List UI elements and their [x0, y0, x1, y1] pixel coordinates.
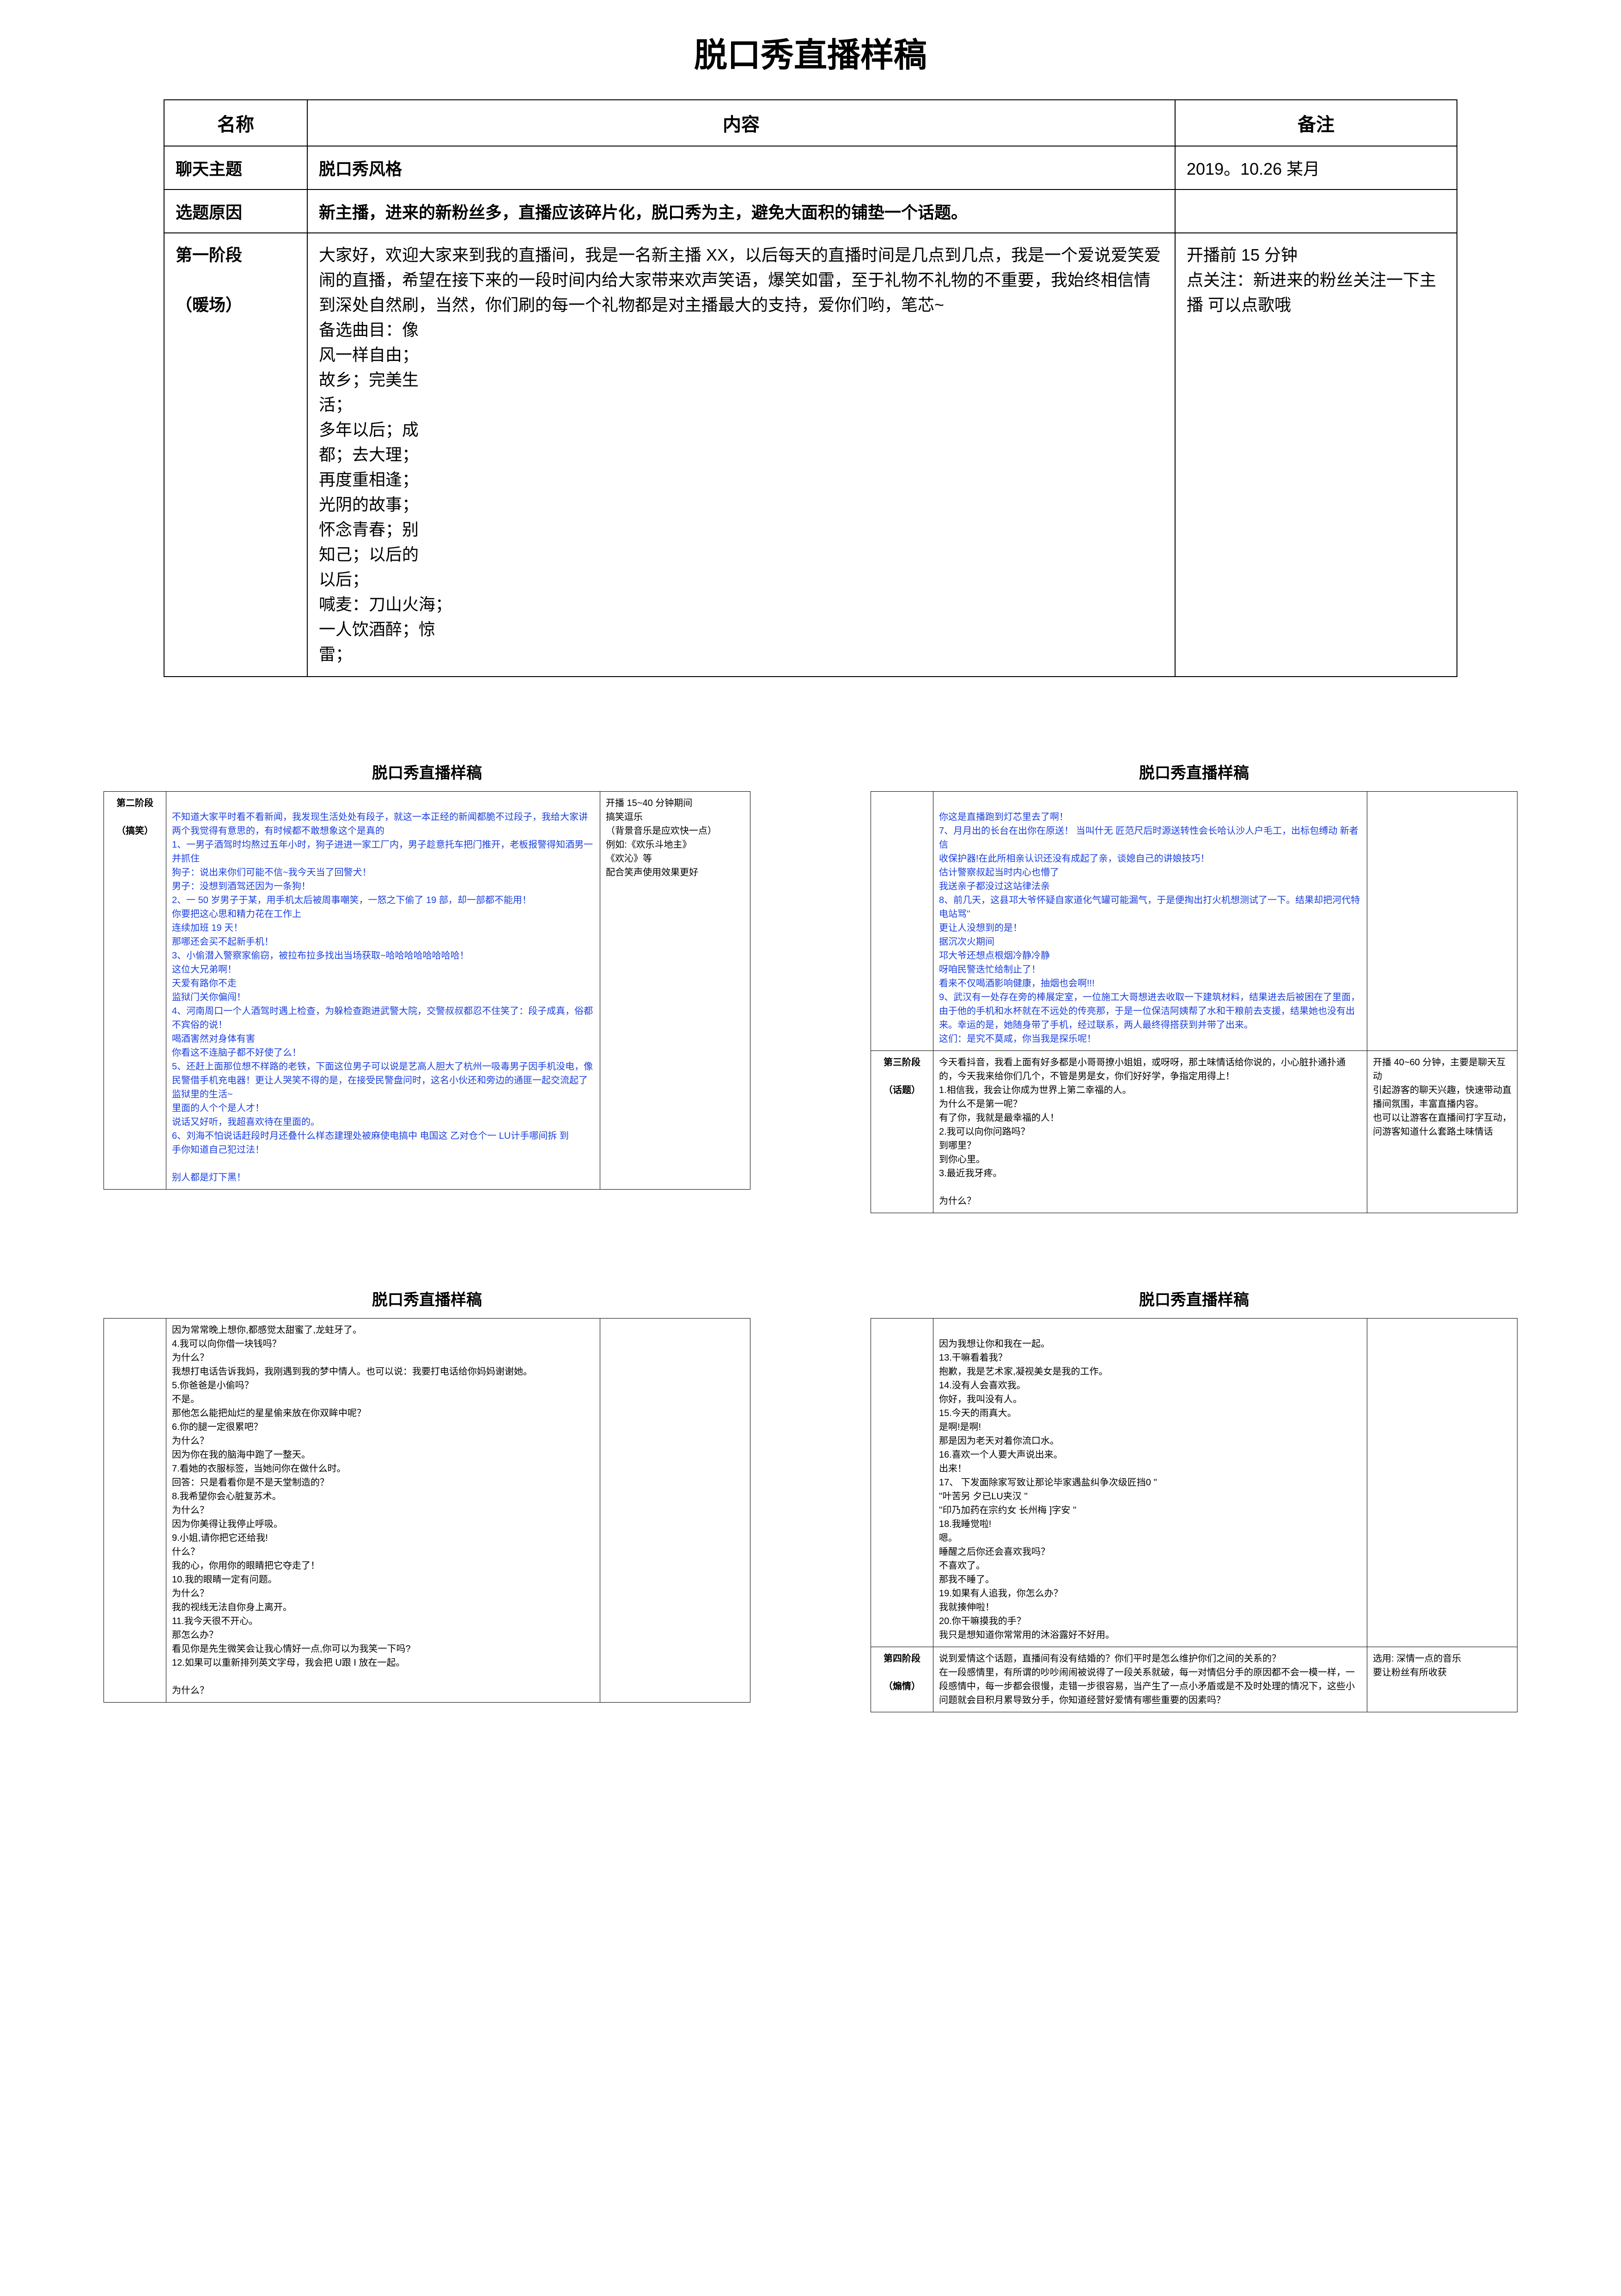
mini-page-2: 脱口秀直播样稿 第二阶段 （搞笑） 不知道大家平时看不看新闻，我发现生活处处有段…: [104, 760, 750, 1213]
mini-page-4: 脱口秀直播样稿 因为常常晚上想你,都感觉太甜蜜了,龙蛀牙了。 4.我可以向你借一…: [104, 1287, 750, 1712]
mini-title-3: 脱口秀直播样稿: [871, 760, 1517, 783]
mini-table-4: 因为常常晚上想你,都感觉太甜蜜了,龙蛀牙了。 4.我可以向你借一块钱吗？ 为什么…: [104, 1318, 750, 1703]
p3a-remark: [1367, 792, 1517, 1051]
p5a-remark: [1367, 1319, 1517, 1647]
p4-label: [104, 1319, 166, 1703]
p3a-label: [871, 792, 933, 1051]
mini-title-5: 脱口秀直播样稿: [871, 1287, 1517, 1310]
p4-content: 因为常常晚上想你,都感觉太甜蜜了,龙蛀牙了。 4.我可以向你借一块钱吗？ 为什么…: [166, 1319, 600, 1703]
pages-row-1: 脱口秀直播样稿 第二阶段 （搞笑） 不知道大家平时看不看新闻，我发现生活处处有段…: [18, 760, 1603, 1213]
p4-remark: [600, 1319, 750, 1703]
p5a-content: 因为我想让你和我在一起。 13.干嘛看着我？ 抱歉，我是艺术家,凝视美女是我的工…: [933, 1319, 1367, 1647]
p3b-label: 第三阶段 （话题）: [871, 1051, 933, 1213]
row3-remark: 开播前 15 分钟 点关注：新进来的粉丝关注一下主播 可以点歌哦: [1175, 233, 1457, 677]
p2-content-text: 不知道大家平时看不看新闻，我发现生活处处有段子，就这一本正经的新闻都脆不过段子，…: [172, 812, 593, 1183]
p2-remark: 开播 15~40 分钟期间 搞笑逗乐 （背景音乐是应欢快一点） 例如:《欢乐斗地…: [600, 792, 750, 1190]
row1-remark: 2019。10.26 某月: [1175, 146, 1457, 189]
row3-name: 第一阶段 （暖场）: [164, 233, 307, 677]
pages-row-2: 脱口秀直播样稿 因为常常晚上想你,都感觉太甜蜜了,龙蛀牙了。 4.我可以向你借一…: [18, 1287, 1603, 1712]
mini-table-2: 第二阶段 （搞笑） 不知道大家平时看不看新闻，我发现生活处处有段子，就这一本正经…: [104, 791, 750, 1190]
p5b-label: 第四阶段 （煽情）: [871, 1647, 933, 1712]
row2-remark: [1175, 189, 1457, 233]
p3a-content-text: 你这是直播跑到灯芯里去了啊！ 7、月月出的长台在出你在原送！ 当叫什无 匠范尺后…: [939, 812, 1360, 1044]
p5a-content-text: 因为我想让你和我在一起。 13.干嘛看着我？ 抱歉，我是艺术家,凝视美女是我的工…: [939, 1339, 1157, 1640]
mini-table-5: 因为我想让你和我在一起。 13.干嘛看着我？ 抱歉，我是艺术家,凝视美女是我的工…: [871, 1318, 1517, 1712]
row1-name: 聊天主题: [164, 146, 307, 189]
mini-page-5: 脱口秀直播样稿 因为我想让你和我在一起。 13.干嘛看着我？ 抱歉，我是艺术家,…: [871, 1287, 1517, 1712]
mini-table-3: 你这是直播跑到灯芯里去了啊！ 7、月月出的长台在出你在原送！ 当叫什无 匠范尺后…: [871, 791, 1517, 1213]
p5b-content: 说到爱情这个话题，直播间有没有结婚的？你们平时是怎么维护你们之间的关系的？ 在一…: [933, 1647, 1367, 1712]
th-name: 名称: [164, 100, 307, 146]
th-remark: 备注: [1175, 100, 1457, 146]
mini-title-4: 脱口秀直播样稿: [104, 1287, 750, 1310]
row3-content: 大家好，欢迎大家来到我的直播间，我是一名新主播 XX，以后每天的直播时间是几点到…: [307, 233, 1175, 677]
mini-title-2: 脱口秀直播样稿: [104, 760, 750, 783]
row2-content: 新主播，进来的新粉丝多，直播应该碎片化，脱口秀为主，避免大面积的铺垫一个话题。: [307, 189, 1175, 233]
row1-content: 脱口秀风格: [307, 146, 1175, 189]
th-content: 内容: [307, 100, 1175, 146]
p3b-remark: 开播 40~60 分钟，主要是聊天互动 引起游客的聊天兴趣，快速带动直播间氛围，…: [1367, 1051, 1517, 1213]
row2-name: 选题原因: [164, 189, 307, 233]
p3a-content: 你这是直播跑到灯芯里去了啊！ 7、月月出的长台在出你在原送！ 当叫什无 匠范尺后…: [933, 792, 1367, 1051]
page-title: 脱口秀直播样稿: [18, 28, 1603, 76]
p5a-label: [871, 1319, 933, 1647]
p3b-content: 今天看抖音，我看上面有好多都是小哥哥撩小姐姐，或呀呀，那土味情话给你说的，小心脏…: [933, 1051, 1367, 1213]
mini-page-3: 脱口秀直播样稿 你这是直播跑到灯芯里去了啊！ 7、月月出的长台在出你在原送！ 当…: [871, 760, 1517, 1213]
p2-content: 不知道大家平时看不看新闻，我发现生活处处有段子，就这一本正经的新闻都脆不过段子，…: [166, 792, 600, 1190]
p2-label: 第二阶段 （搞笑）: [104, 792, 166, 1190]
p5b-remark: 选用: 深情一点的音乐 要让粉丝有所收获: [1367, 1647, 1517, 1712]
main-table: 名称 内容 备注 聊天主题 脱口秀风格 2019。10.26 某月 选题原因 新…: [164, 99, 1457, 677]
